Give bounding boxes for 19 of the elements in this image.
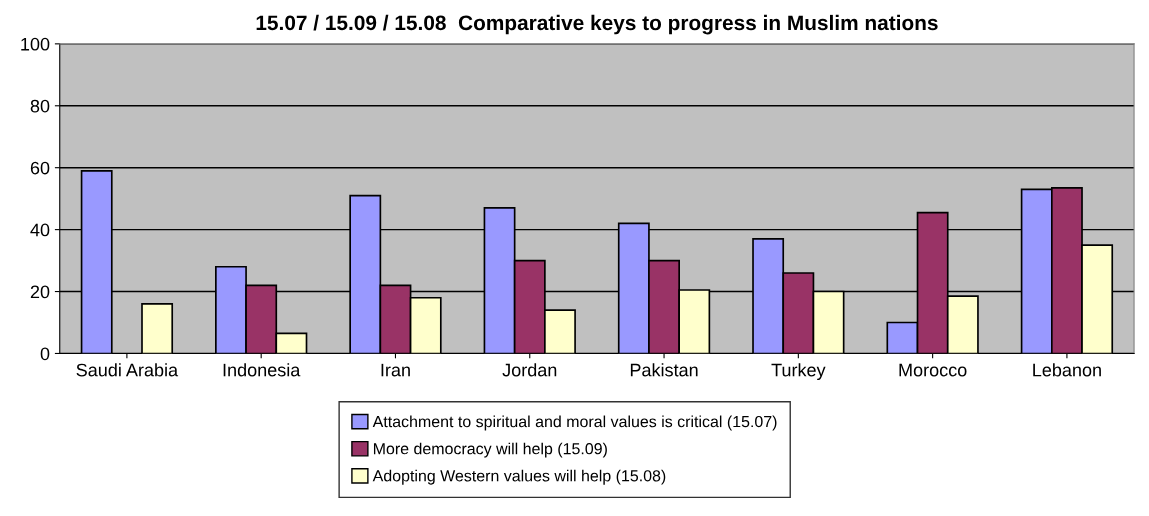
legend-label: More democracy will help (15.09): [373, 442, 607, 458]
x-tick-label: Indonesia: [223, 363, 301, 377]
x-tick-label: Iran: [381, 363, 410, 377]
x-tick-label: Jordan: [502, 363, 557, 377]
legend-label: Adopting Western values will help (15.08): [372, 469, 666, 485]
x-tick-label: Pakistan: [630, 363, 698, 377]
y-tick-label: 20: [30, 285, 50, 299]
y-tick-label: 0: [40, 347, 50, 361]
x-tick-label: Lebanon: [1033, 363, 1101, 377]
x-tick-label: Morocco: [899, 363, 967, 377]
y-tick-label: 100: [21, 37, 50, 51]
y-tick-label: 80: [30, 99, 50, 113]
x-tick-label: Turkey: [771, 363, 826, 381]
chart-title: 15.07 / 15.09 / 15.08 Comparative keys to progress in Muslim nations: [256, 14, 938, 35]
y-tick-label: 60: [30, 161, 50, 175]
y-tick-label: 40: [30, 223, 50, 237]
legend-label: Attachment to spiritual and moral values is critical (15.07): [372, 415, 777, 431]
bar: [141, 303, 174, 354]
x-tick-label: Saudi Arabia: [76, 363, 179, 377]
